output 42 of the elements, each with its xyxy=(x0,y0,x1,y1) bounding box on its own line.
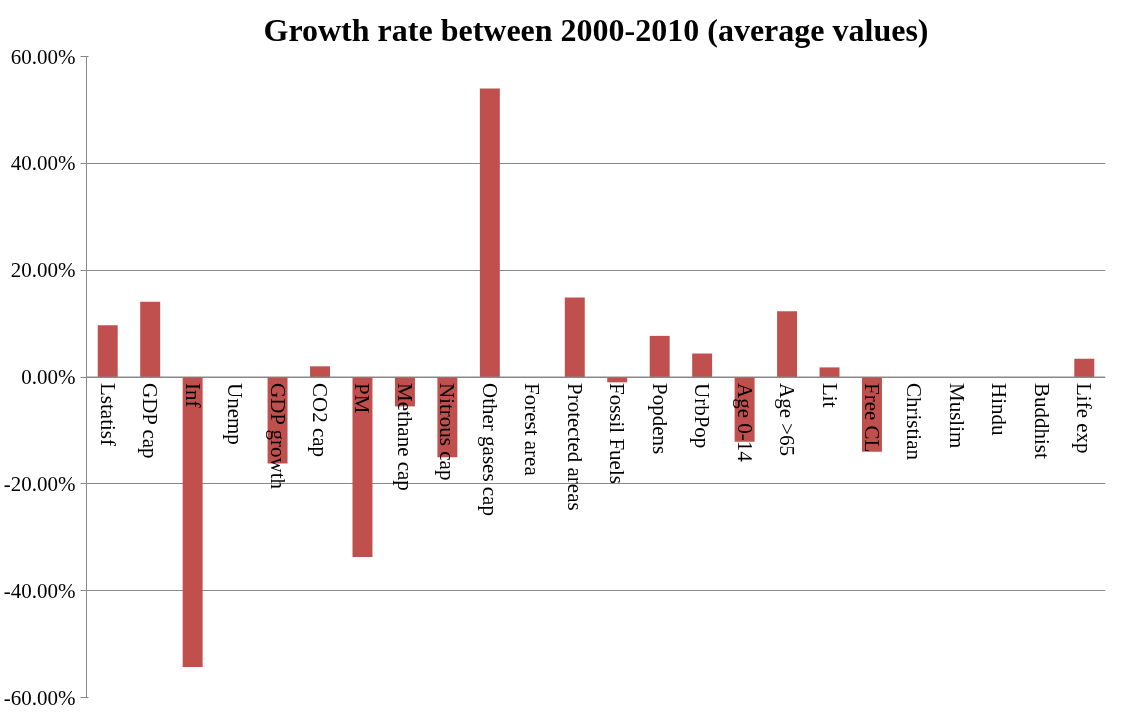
x-tick-label: Hindu xyxy=(987,383,1012,436)
bar xyxy=(564,297,585,377)
x-tick-label: Free CL xyxy=(859,383,884,453)
x-tick-label: Lstatisf xyxy=(95,383,120,446)
bar xyxy=(310,366,330,377)
bar xyxy=(479,88,500,377)
y-tick-label: 40.00% xyxy=(10,151,76,176)
x-tick-label: Popdens xyxy=(647,383,672,455)
x-tick-label: Other gases cap xyxy=(477,383,502,516)
x-tick-label: Muslim xyxy=(944,383,969,449)
x-tick-label: PM xyxy=(350,383,375,414)
bar xyxy=(649,335,670,377)
x-tick-label: Fossil Fuels xyxy=(605,383,630,484)
x-tick-label: CO2 cap xyxy=(308,383,333,458)
x-tick-label: Buddhist xyxy=(1029,383,1054,460)
bar xyxy=(1074,358,1095,377)
x-tick-label: Age >65 xyxy=(775,383,800,457)
x-tick-label: Nitrous cap xyxy=(435,383,460,481)
x-tick-label: Christian xyxy=(902,383,927,461)
y-tick-label: -20.00% xyxy=(3,471,76,496)
bar xyxy=(777,311,798,377)
y-tick-label: -60.00% xyxy=(3,685,76,710)
x-tick-label: Lit xyxy=(817,383,842,408)
x-tick-label: Unemp xyxy=(223,383,248,445)
x-tick-label: Inf xyxy=(180,383,205,408)
y-tick-label: 60.00% xyxy=(10,44,76,69)
y-tick-label: -40.00% xyxy=(3,578,76,603)
x-tick-label: UrbPop xyxy=(690,383,715,449)
y-tick-label: 20.00% xyxy=(10,258,76,283)
x-tick-label: Protected areas xyxy=(562,383,587,511)
bar xyxy=(140,301,161,377)
x-tick-label: Life exp xyxy=(1072,383,1097,454)
bar xyxy=(182,377,203,668)
chart-title: Growth rate between 2000-2010 (average values) xyxy=(263,11,929,48)
x-tick-label: Methane cap xyxy=(392,383,417,491)
bar xyxy=(97,325,118,377)
y-tick-label: 0.00% xyxy=(21,365,76,389)
bar xyxy=(692,353,713,377)
x-tick-label: GDP growth xyxy=(265,383,290,490)
x-tick-label: GDP cap xyxy=(138,383,163,459)
x-tick-label: Forest area xyxy=(520,383,545,477)
x-tick-label: Age 0-14 xyxy=(732,383,757,463)
